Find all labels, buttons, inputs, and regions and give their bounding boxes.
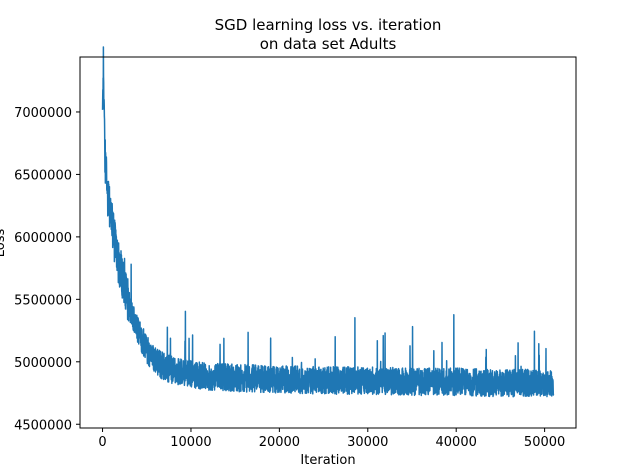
loss-series-line	[101, 46, 555, 398]
x-tick-label: 40000	[436, 435, 477, 450]
x-tick-label: 50000	[524, 435, 565, 450]
x-tick-label: 10000	[170, 435, 211, 450]
plot-area	[101, 46, 555, 398]
chart-title-line-1: SGD learning loss vs. iteration	[215, 16, 442, 34]
y-tick-label: 6000000	[14, 231, 72, 246]
y-tick-label: 6500000	[14, 168, 72, 183]
x-axis-title: Iteration	[300, 453, 355, 468]
y-tick-label: 7000000	[14, 106, 72, 121]
x-tick-label: 30000	[347, 435, 388, 450]
y-tick-label: 4500000	[14, 418, 72, 433]
axes-frame	[79, 56, 577, 429]
y-axis: 4500000 5000000 5500000 6000000 6500000 70000…	[14, 106, 80, 433]
y-tick-label: 5500000	[14, 293, 72, 308]
x-tick-label: 0	[98, 435, 106, 450]
x-axis: 0 10000 20000 30000 40000 50000	[98, 428, 565, 450]
y-axis-title: Loss	[0, 229, 8, 258]
x-tick-label: 20000	[259, 435, 300, 450]
chart-title-line-2: on data set Adults	[260, 35, 397, 53]
y-tick-label: 5000000	[14, 356, 72, 371]
